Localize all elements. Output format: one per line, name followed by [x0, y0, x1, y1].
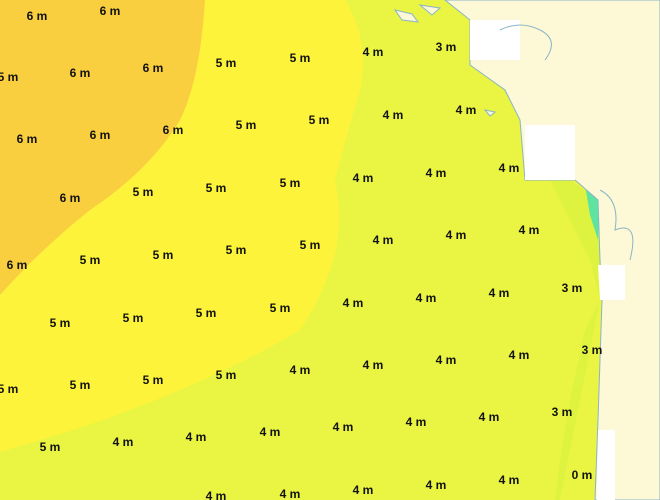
- wave-height-label: 4 m: [383, 108, 404, 122]
- wave-height-label: 4 m: [446, 228, 467, 242]
- wave-height-label: 4 m: [343, 296, 364, 310]
- wave-height-label: 5 m: [70, 378, 91, 392]
- wave-height-label: 6 m: [60, 191, 81, 205]
- wave-height-label: 5 m: [270, 301, 291, 315]
- wave-height-label: 3 m: [562, 281, 583, 295]
- wave-height-label: 4 m: [406, 415, 427, 429]
- wave-height-label: 4 m: [363, 358, 384, 372]
- wave-height-label: 4 m: [479, 410, 500, 424]
- wave-height-label: 6 m: [163, 123, 184, 137]
- wave-height-label: 4 m: [363, 45, 384, 59]
- wave-height-label: 4 m: [509, 348, 530, 362]
- wave-height-label: 5 m: [123, 311, 144, 325]
- wave-height-label: 5 m: [40, 440, 61, 454]
- wave-height-label: 5 m: [80, 253, 101, 267]
- wave-height-label: 6 m: [27, 9, 48, 23]
- wave-height-label: 5 m: [133, 185, 154, 199]
- wave-height-label: 4 m: [373, 233, 394, 247]
- wave-height-label: 4 m: [499, 161, 520, 175]
- river: [499, 24, 634, 261]
- wave-height-label: 3 m: [552, 405, 573, 419]
- wave-height-label: 4 m: [353, 171, 374, 185]
- wave-height-label: 6 m: [90, 128, 111, 142]
- wave-height-label: 4 m: [456, 103, 477, 117]
- wave-height-label: 5 m: [226, 243, 247, 257]
- wave-height-label: 4 m: [426, 166, 447, 180]
- wave-height-label: 5 m: [280, 176, 301, 190]
- wave-height-label: 5 m: [153, 248, 174, 262]
- wave-height-label: 4 m: [333, 420, 354, 434]
- wave-height-label: 5 m: [50, 316, 71, 330]
- wave-height-label: 4 m: [499, 473, 520, 487]
- wave-height-label: 4 m: [436, 353, 457, 367]
- sea-highband: [0, 0, 205, 295]
- wave-height-label: 0 m: [572, 468, 593, 482]
- wave-height-label: 4 m: [353, 483, 374, 497]
- wave-height-label: 5 m: [206, 181, 227, 195]
- wave-height-label: 4 m: [426, 478, 447, 492]
- wave-height-label: 6 m: [143, 61, 164, 75]
- wave-height-label: 6 m: [100, 4, 121, 18]
- wave-height-label: 5 m: [300, 238, 321, 252]
- wave-height-label: 3 m: [436, 40, 457, 54]
- island: [393, 4, 497, 117]
- wave-height-label: 4 m: [280, 487, 301, 500]
- wave-height-label: 4 m: [186, 430, 207, 444]
- wave-height-label: 4 m: [519, 223, 540, 237]
- land: [444, 0, 660, 500]
- wave-height-label: 6 m: [70, 66, 91, 80]
- no-data-area: [470, 20, 625, 500]
- wave-height-label: 6 m: [7, 258, 28, 272]
- wave-height-label: 5 m: [290, 51, 311, 65]
- wave-height-label: 4 m: [290, 363, 311, 377]
- wave-height-label: 5 m: [216, 368, 237, 382]
- wave-height-label: 6 m: [17, 132, 38, 146]
- wave-height-label: 4 m: [489, 286, 510, 300]
- wave-height-label: 4 m: [416, 291, 437, 305]
- wave-height-label: 4 m: [113, 435, 134, 449]
- wave-height-label: 5 m: [236, 118, 257, 132]
- wave-height-label: 5 m: [143, 373, 164, 387]
- wave-height-label: 5 m: [196, 306, 217, 320]
- wave-height-label: 4 m: [260, 425, 281, 439]
- wave-height-label: 5 m: [309, 113, 330, 127]
- wave-height-label: 4 m: [206, 489, 227, 500]
- wave-height-label: 5 m: [0, 382, 18, 396]
- wave-height-label: 5 m: [216, 56, 237, 70]
- wave-height-label: 5 m: [0, 70, 18, 84]
- wave-labels: 6 m 6 m 5 m 6 m 6 m 5 m 5 m 4 m 3 m 6 m 6 m 6 m 5 m 5…: [0, 4, 602, 500]
- wave-height-label: 3 m: [582, 343, 603, 357]
